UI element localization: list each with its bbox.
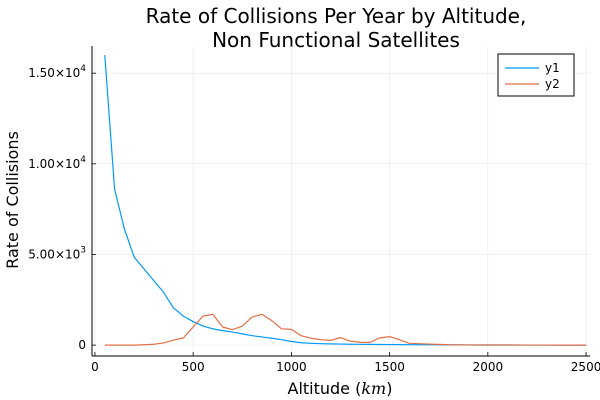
y-tick-mantissa: 1.00×10 bbox=[28, 157, 80, 171]
series-lines bbox=[104, 55, 587, 346]
x-ticks: 0 500 1000 1500 2000 2500 bbox=[91, 352, 600, 374]
legend-label-y2: y2 bbox=[545, 77, 560, 91]
x-tick-label: 2000 bbox=[473, 360, 504, 374]
x-axis-label-unit-close: ) bbox=[386, 379, 392, 398]
y-tick-mantissa: 0 bbox=[78, 338, 86, 352]
y-tick-exponent: 4 bbox=[80, 64, 86, 74]
x-tick-label: 1000 bbox=[276, 360, 307, 374]
y-tick-label: 1.00×104 bbox=[28, 155, 86, 171]
y-axis-label: Rate of Collisions bbox=[3, 131, 22, 269]
chart-title-line-1: Rate of Collisions Per Year by Altitude, bbox=[146, 4, 527, 28]
x-axis-label: Altitude (km) bbox=[288, 379, 393, 398]
y-tick-label: 1.50×104 bbox=[28, 64, 86, 80]
legend-label-y1: y1 bbox=[545, 61, 560, 75]
chart-title-line-2: Non Functional Satellites bbox=[212, 28, 460, 52]
axes bbox=[91, 46, 590, 357]
x-tick-label: 1500 bbox=[374, 360, 405, 374]
x-axis-label-unit-open: ( bbox=[350, 379, 361, 398]
y-tick-exponent: 3 bbox=[80, 245, 86, 255]
legend-box bbox=[497, 53, 575, 97]
series-line-y2 bbox=[104, 313, 587, 346]
y-tick-mantissa: 1.50×10 bbox=[28, 66, 80, 80]
x-axis-label-unit: km bbox=[361, 379, 386, 398]
y-tick-mantissa: 5.00×10 bbox=[28, 247, 80, 261]
x-tick-label: 0 bbox=[91, 360, 99, 374]
legend: y1 y2 bbox=[497, 53, 575, 97]
series-line-y1 bbox=[104, 55, 587, 346]
y-tick-exponent: 4 bbox=[80, 155, 86, 165]
x-axis-label-text: Altitude bbox=[288, 379, 351, 398]
x-tick-label: 500 bbox=[182, 360, 205, 374]
x-tick-label: 2500 bbox=[571, 360, 600, 374]
y-tick-label: 5.00×103 bbox=[28, 245, 86, 261]
y-tick-label: 0 bbox=[78, 338, 86, 352]
